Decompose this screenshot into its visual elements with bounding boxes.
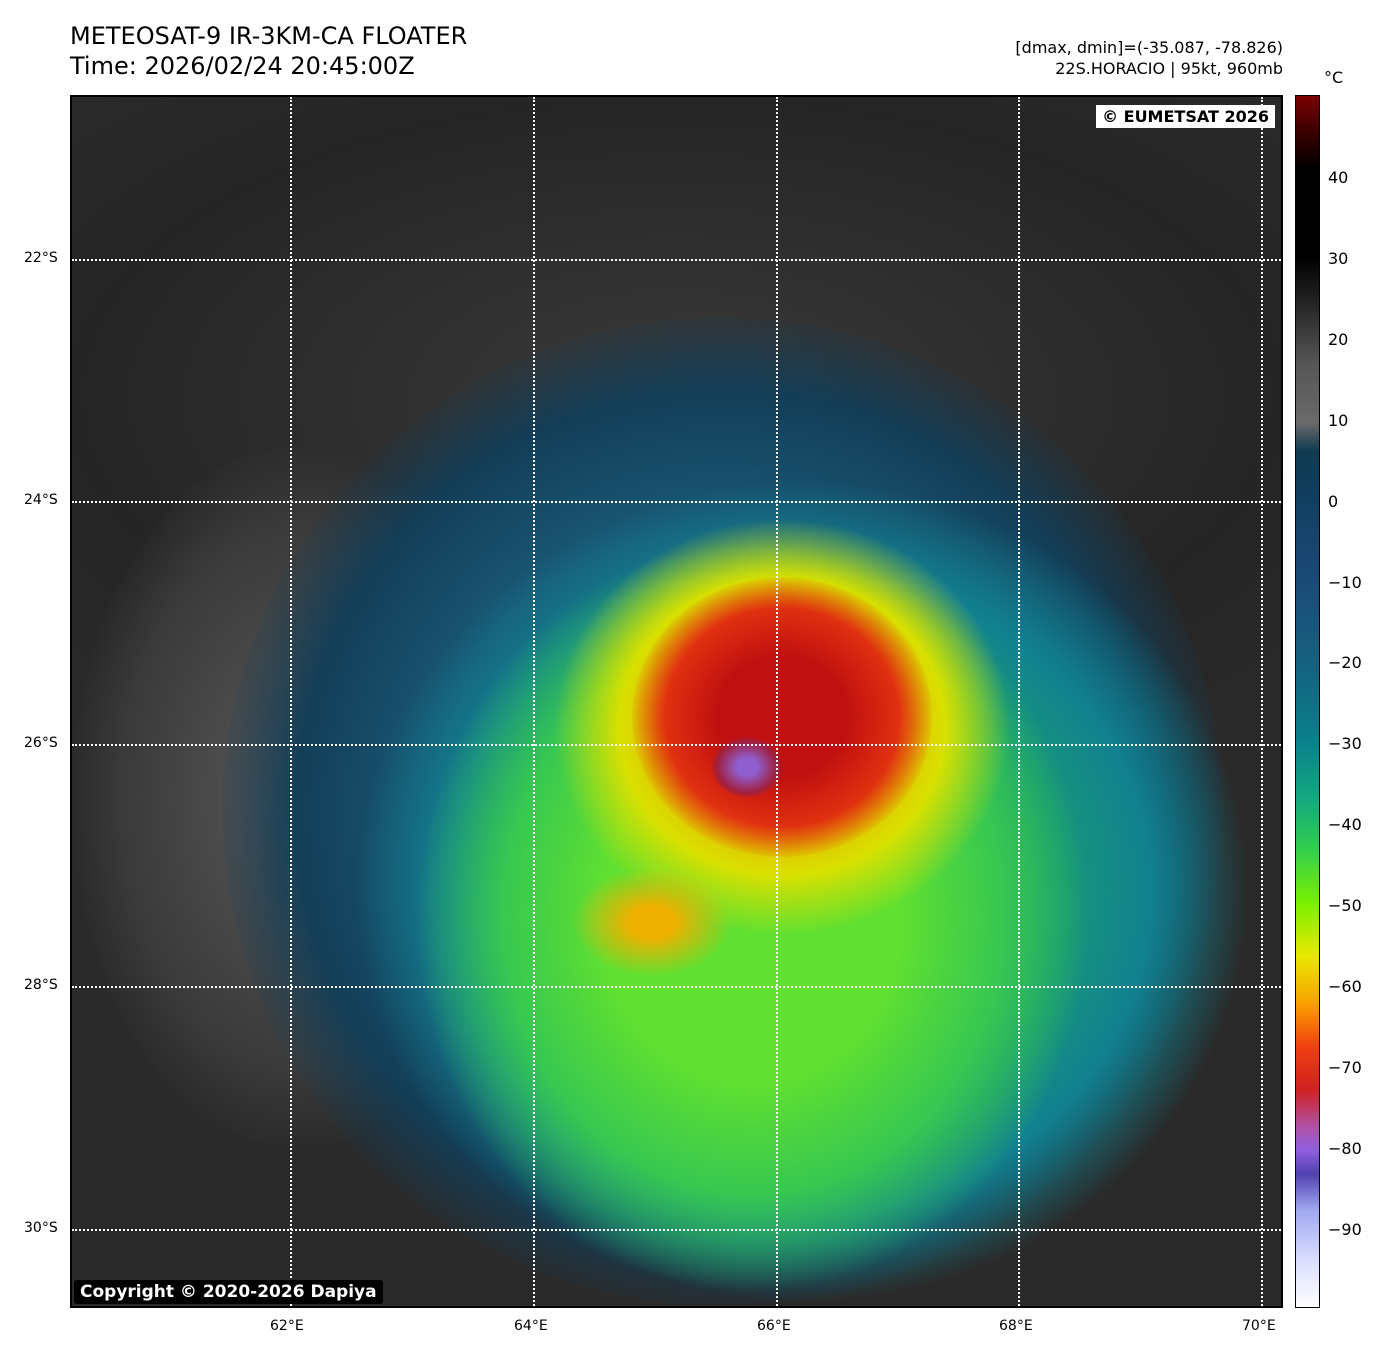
- gridline-62e: [290, 97, 292, 1306]
- lat-label: 30°S: [24, 1220, 58, 1236]
- colorbar-tick-label: −60: [1328, 977, 1362, 996]
- gridline-64e: [533, 97, 535, 1306]
- image-title: METEOSAT-9 IR-3KM-CA FLOATER: [70, 22, 468, 50]
- colorbar-tick-label: −10: [1328, 572, 1362, 592]
- colorbar-tick-label: −40: [1328, 815, 1362, 835]
- copyright-label: Copyright © 2020-2026 Dapiya: [74, 1280, 383, 1304]
- colorbar-unit: °C: [1324, 68, 1344, 87]
- lat-label: 28°S: [24, 977, 58, 993]
- lat-label: 26°S: [24, 735, 58, 751]
- gridline-68e: [1018, 97, 1020, 1306]
- gridline-26s: [72, 744, 1281, 746]
- rainband-yellow: [572, 867, 732, 977]
- eumetsat-credit: © EUMETSAT 2026: [1096, 105, 1275, 128]
- colorbar-tick-label: −50: [1328, 896, 1362, 916]
- gridline-66e: [776, 97, 778, 1306]
- colorbar-tick-label: 10: [1328, 410, 1349, 430]
- colorbar-tick-label: −90: [1328, 1219, 1362, 1239]
- lon-label: 70°E: [1242, 1318, 1276, 1334]
- lon-label: 66°E: [757, 1318, 791, 1334]
- colorbar-tick-label: −70: [1328, 1057, 1362, 1077]
- data-range: [dmax, dmin]=(-35.087, -78.826): [1015, 38, 1283, 57]
- gridline-28s: [72, 986, 1281, 988]
- colorbar-tick-label: −20: [1328, 653, 1362, 673]
- coldest-cloud-tops: [712, 737, 782, 797]
- temperature-colorbar: [1295, 95, 1320, 1308]
- gridline-22s: [72, 259, 1281, 261]
- lon-label: 64°E: [514, 1318, 548, 1334]
- lat-label: 24°S: [24, 492, 58, 508]
- ir-satellite-map: © EUMETSAT 2026 Copyright © 2020-2026 Da…: [70, 95, 1283, 1308]
- lon-label: 62°E: [270, 1318, 304, 1334]
- lat-label: 22°S: [24, 250, 58, 266]
- colorbar-tick-label: 30: [1328, 248, 1349, 268]
- colorbar-tick-label: −30: [1328, 734, 1362, 754]
- colorbar-tick-label: 40: [1328, 168, 1349, 187]
- gridline-30s: [72, 1229, 1281, 1231]
- storm-info: 22S.HORACIO | 95kt, 960mb: [1055, 59, 1283, 78]
- gridline-24s: [72, 501, 1281, 503]
- colorbar-tick-label: 0: [1328, 491, 1339, 511]
- gridline-70e: [1261, 97, 1263, 1306]
- lon-label: 68°E: [999, 1318, 1033, 1334]
- colorbar-tick-label: 20: [1328, 329, 1349, 349]
- image-time: Time: 2026/02/24 20:45:00Z: [70, 52, 415, 80]
- colorbar-tick-label: −80: [1328, 1138, 1362, 1158]
- cloud-top-red: [632, 577, 932, 857]
